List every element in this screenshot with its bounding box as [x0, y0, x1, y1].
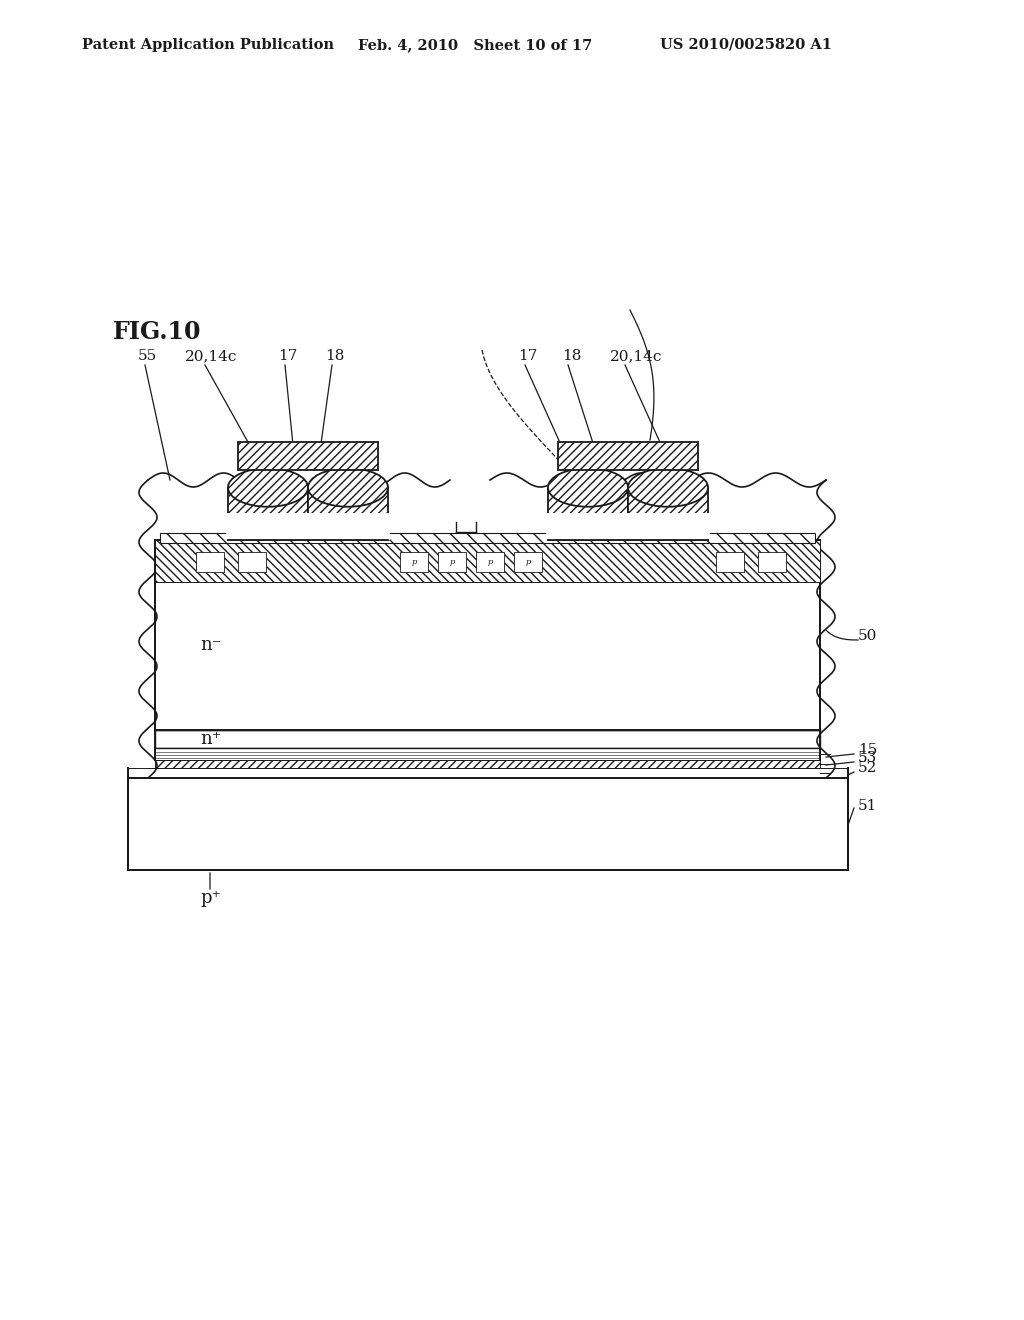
- Text: 52: 52: [858, 762, 878, 775]
- Text: 55: 55: [138, 348, 158, 363]
- Text: n⁺: n⁺: [200, 730, 221, 748]
- Bar: [306, 513, 390, 540]
- Bar: [308, 487, 388, 540]
- Bar: [558, 442, 698, 470]
- Bar: [238, 442, 378, 470]
- Text: 50: 50: [858, 630, 878, 643]
- Text: p: p: [525, 558, 530, 566]
- Bar: [476, 552, 504, 572]
- Bar: [155, 540, 820, 582]
- Text: p⁺: p⁺: [200, 888, 221, 907]
- Text: 53: 53: [858, 751, 878, 766]
- Bar: [160, 533, 815, 543]
- Bar: [155, 730, 820, 748]
- Ellipse shape: [628, 469, 708, 507]
- Text: 20,14c: 20,14c: [185, 348, 238, 363]
- Text: 18: 18: [562, 348, 582, 363]
- Ellipse shape: [228, 469, 308, 507]
- Bar: [628, 487, 708, 540]
- Bar: [155, 748, 820, 760]
- Bar: [228, 487, 308, 540]
- Bar: [626, 513, 710, 540]
- Ellipse shape: [308, 469, 388, 507]
- Text: 51: 51: [858, 799, 878, 813]
- Bar: [546, 513, 630, 540]
- Ellipse shape: [548, 469, 628, 507]
- Text: 18: 18: [325, 348, 344, 363]
- Text: 17: 17: [518, 348, 538, 363]
- Bar: [238, 552, 266, 572]
- Text: p: p: [487, 558, 493, 566]
- Bar: [548, 487, 628, 540]
- Bar: [155, 540, 820, 730]
- Text: US 2010/0025820 A1: US 2010/0025820 A1: [660, 38, 831, 51]
- Text: 20,14c: 20,14c: [610, 348, 663, 363]
- Bar: [155, 760, 820, 768]
- Text: p: p: [412, 558, 417, 566]
- Bar: [716, 552, 744, 572]
- Text: Patent Application Publication: Patent Application Publication: [82, 38, 334, 51]
- Text: 17: 17: [278, 348, 297, 363]
- Bar: [128, 777, 848, 870]
- Text: FIG.10: FIG.10: [113, 319, 202, 345]
- Bar: [128, 768, 848, 777]
- Bar: [438, 552, 466, 572]
- Bar: [514, 552, 542, 572]
- Bar: [400, 552, 428, 572]
- Bar: [196, 552, 224, 572]
- Text: n⁻: n⁻: [200, 636, 221, 653]
- Bar: [226, 513, 310, 540]
- Text: Feb. 4, 2010   Sheet 10 of 17: Feb. 4, 2010 Sheet 10 of 17: [358, 38, 592, 51]
- Text: 15: 15: [858, 743, 878, 756]
- Bar: [758, 552, 786, 572]
- Text: p: p: [450, 558, 455, 566]
